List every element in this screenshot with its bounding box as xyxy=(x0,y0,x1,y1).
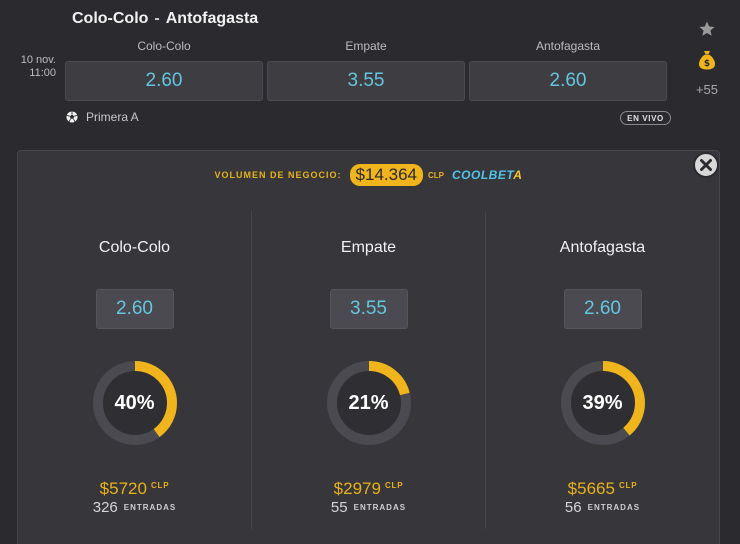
odd-button-home[interactable]: 2.60 xyxy=(65,61,263,101)
donut-center xyxy=(565,366,640,440)
outcome-donut: 40% xyxy=(91,359,179,447)
outcome-entries-label: ENTRADAS xyxy=(587,503,641,512)
outcome-amount: $5665 xyxy=(567,479,615,498)
outcome-odd-button[interactable]: 3.55 xyxy=(329,289,408,329)
donut-arc xyxy=(92,361,177,445)
match-datetime: 10 nov. 11:00 xyxy=(6,54,56,80)
outcome-name: Colo-Colo xyxy=(98,239,171,256)
odd-column-away: Antofagasta 2.60 xyxy=(469,37,667,101)
league-info[interactable]: Primera A xyxy=(66,110,139,124)
soccer-ball-icon xyxy=(66,111,78,123)
outcome-currency: CLP xyxy=(618,481,638,490)
donut-chart xyxy=(560,361,645,445)
donut-center xyxy=(331,366,406,440)
outcome-donut: 21% xyxy=(325,359,413,447)
outcome-entries-line: 56 ENTRADAS xyxy=(565,499,640,516)
match-time: 11:00 xyxy=(29,67,56,79)
outcome-column-away: Antofagasta 2.60 39% $5665 CLP 56 ENTRAD… xyxy=(485,211,719,529)
outcome-percent: 39% xyxy=(582,391,623,414)
outcome-amount: $5720 xyxy=(99,479,147,498)
outcome-odd-button[interactable]: 2.60 xyxy=(563,289,642,329)
outcome-donut: 39% xyxy=(559,359,647,447)
league-name: Primera A xyxy=(86,110,139,124)
outcome-entries: 55 xyxy=(330,499,348,516)
more-markets-count[interactable]: +55 xyxy=(695,82,719,97)
outcome-entries-line: 55 ENTRADAS xyxy=(331,499,406,516)
odd-button-away[interactable]: 2.60 xyxy=(469,61,667,101)
outcome-currency: CLP xyxy=(150,481,170,490)
outcome-amount: $2979 xyxy=(333,479,381,498)
odd-column-home: Colo-Colo 2.60 xyxy=(65,37,263,101)
odd-label-draw: Empate xyxy=(345,39,387,53)
outcome-name: Empate xyxy=(340,239,397,256)
brand-text-accent: A xyxy=(513,168,523,182)
outcome-amount-line: $5720 CLP xyxy=(100,479,170,499)
donut-arc xyxy=(560,361,645,445)
odd-column-draw: Empate 3.55 xyxy=(267,37,465,101)
away-team-name: Antofagasta xyxy=(165,10,259,27)
outcome-entries: 56 xyxy=(564,499,582,516)
outcome-entries-line: 326 ENTRADAS xyxy=(93,499,176,516)
outcome-percent: 40% xyxy=(114,391,155,414)
odd-label-away: Antofagasta xyxy=(535,39,601,53)
live-badge: EN VIVO xyxy=(620,111,671,125)
donut-arc xyxy=(326,361,411,445)
odd-button-draw[interactable]: 3.55 xyxy=(267,61,465,101)
coolbet-logo: COOLBETA xyxy=(452,168,522,182)
brand-text: COOLBET xyxy=(452,168,514,182)
match-date: 10 nov. xyxy=(20,54,56,66)
volume-bar: VOLUMEN DE NEGOCIO: $14.364 CLP COOLBETA xyxy=(18,163,719,187)
close-icon[interactable] xyxy=(693,152,719,178)
outcome-amount-line: $5665 CLP xyxy=(568,479,638,499)
odds-row: Colo-Colo 2.60 Empate 3.55 Antofagasta 2… xyxy=(65,37,667,101)
side-actions: $ +55 xyxy=(692,20,722,97)
star-icon[interactable] xyxy=(698,20,716,38)
outcome-odd-button[interactable]: 2.60 xyxy=(95,289,174,329)
title-separator: - xyxy=(154,10,160,27)
odd-label-home: Colo-Colo xyxy=(137,39,191,53)
money-bag-icon[interactable]: $ xyxy=(698,50,716,70)
outcome-entries: 326 xyxy=(92,499,118,516)
donut-center xyxy=(97,366,172,440)
outcome-entries-label: ENTRADAS xyxy=(353,503,407,512)
svg-text:$: $ xyxy=(704,59,710,69)
volume-label: VOLUMEN DE NEGOCIO: xyxy=(214,170,342,180)
outcome-percent: 21% xyxy=(348,391,389,414)
betting-volume-panel: VOLUMEN DE NEGOCIO: $14.364 CLP COOLBETA… xyxy=(17,150,720,544)
outcome-name: Antofagasta xyxy=(559,239,646,256)
outcome-columns: Colo-Colo 2.60 40% $5720 CLP 326 ENTRADA… xyxy=(18,211,719,529)
outcome-amount-line: $2979 CLP xyxy=(334,479,404,499)
volume-currency: CLP xyxy=(428,170,444,180)
donut-chart xyxy=(326,361,411,445)
outcome-column-home: Colo-Colo 2.60 40% $5720 CLP 326 ENTRADA… xyxy=(18,211,251,529)
outcome-column-draw: Empate 3.55 21% $2979 CLP 55 ENTRADAS xyxy=(251,211,485,529)
match-title[interactable]: Colo-Colo - Antofagasta xyxy=(72,10,258,28)
outcome-entries-label: ENTRADAS xyxy=(123,503,177,512)
donut-chart xyxy=(92,361,177,445)
volume-amount: $14.364 xyxy=(349,164,423,186)
outcome-currency: CLP xyxy=(384,481,404,490)
home-team-name: Colo-Colo xyxy=(72,10,149,27)
